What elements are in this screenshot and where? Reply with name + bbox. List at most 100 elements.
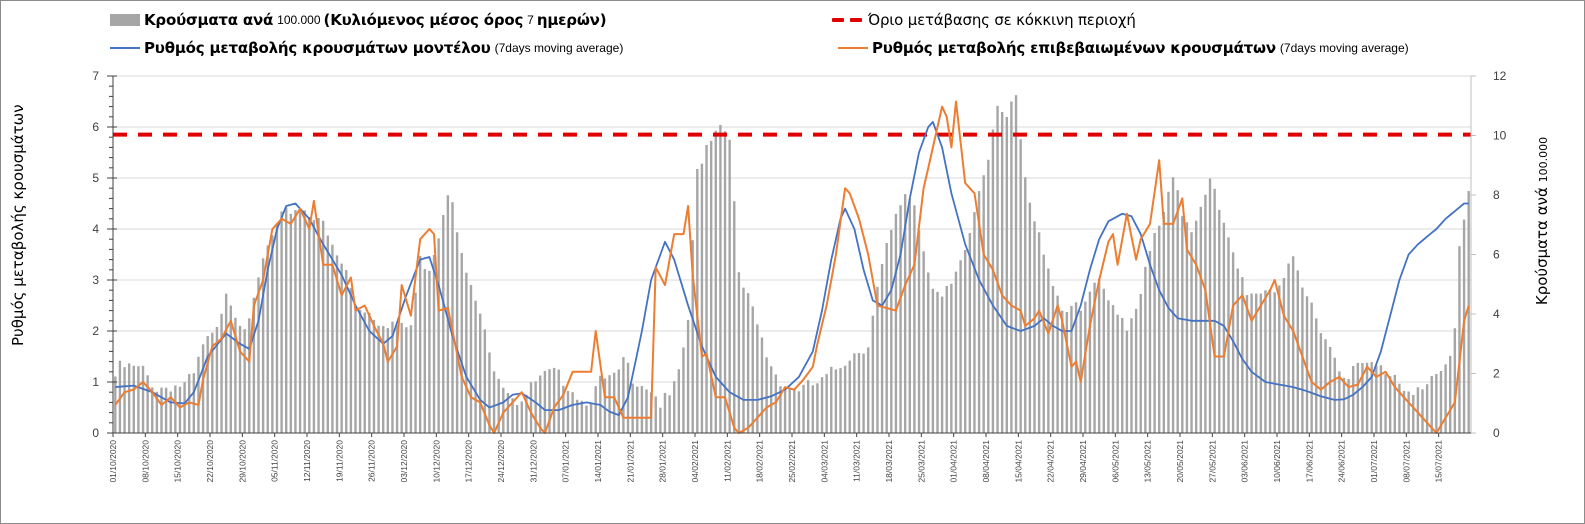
bar — [465, 272, 468, 433]
bar — [1213, 188, 1216, 433]
x-tick-label: 25/02/2021 — [787, 440, 797, 483]
bar — [289, 213, 293, 433]
bar — [492, 371, 496, 433]
bar — [1342, 377, 1346, 433]
bar — [1421, 389, 1424, 433]
bar — [571, 392, 574, 433]
bar — [922, 251, 925, 433]
x-tick-label: 13/05/2021 — [1143, 440, 1153, 483]
bar — [382, 326, 385, 433]
x-tick-label: 14/01/2021 — [593, 440, 603, 483]
bar — [1024, 177, 1027, 433]
x-tick-label: 21/01/2021 — [625, 440, 635, 483]
x-tick-label: 22/04/2021 — [1046, 440, 1056, 483]
bar — [155, 391, 159, 433]
x-tick-label: 22/10/2020 — [205, 440, 215, 483]
bar — [770, 366, 773, 433]
x-tick-label: 08/10/2020 — [140, 440, 150, 483]
bar — [220, 313, 223, 433]
bar — [543, 370, 547, 433]
bar — [668, 395, 671, 433]
bar — [469, 285, 473, 433]
bar — [853, 353, 856, 433]
bar — [1204, 194, 1207, 433]
bar — [617, 369, 620, 433]
bar — [520, 401, 523, 433]
legend-swatch-confirmed — [838, 47, 868, 49]
bar — [1328, 346, 1332, 433]
x-tick-label: 11/02/2021 — [722, 440, 732, 482]
bar — [1398, 383, 1401, 433]
bar — [1111, 305, 1115, 433]
bar — [252, 297, 256, 433]
bar — [308, 216, 311, 433]
bar — [446, 195, 450, 433]
bar — [285, 207, 288, 433]
x-tick-label: 26/11/2020 — [367, 440, 377, 482]
x-tick-label: 10/06/2021 — [1272, 440, 1282, 483]
x-tick-label: 27/05/2021 — [1207, 440, 1217, 483]
bar — [1439, 370, 1443, 433]
bar — [1370, 362, 1373, 433]
bar — [552, 367, 556, 433]
bar — [298, 209, 302, 433]
bar — [885, 242, 888, 433]
bar — [890, 229, 893, 433]
bar — [340, 263, 343, 433]
legend-label-model: Ρυθμός μεταβολής κρουσμάτων μοντέλου — [144, 39, 491, 57]
x-tick-label: 25/03/2021 — [916, 440, 926, 483]
bar — [1407, 391, 1410, 433]
bar — [1388, 376, 1392, 433]
bar — [1435, 374, 1438, 433]
bar — [1088, 291, 1092, 433]
bar — [566, 390, 570, 433]
bar — [123, 367, 126, 433]
bar — [1356, 362, 1360, 433]
bar — [280, 211, 283, 433]
bar-series — [114, 95, 1470, 434]
y-tick-label-left: 0 — [92, 426, 99, 440]
bar — [1282, 277, 1286, 433]
x-tick-label: 19/11/2020 — [334, 440, 344, 482]
bar — [224, 293, 228, 433]
bar — [248, 318, 251, 433]
gridlines — [113, 75, 1471, 383]
bar — [479, 313, 482, 433]
x-tick-label: 17/06/2021 — [1304, 440, 1314, 483]
bar — [700, 163, 704, 433]
bar — [1222, 222, 1226, 433]
bar — [1176, 190, 1179, 433]
bar — [1278, 285, 1281, 433]
y-tick-label-right: 0 — [1493, 426, 1500, 440]
legend-label-confirmed-small: (7days moving average) — [1279, 41, 1409, 55]
bar — [816, 383, 819, 433]
bar — [871, 315, 875, 433]
bar — [1033, 221, 1036, 433]
bar — [174, 385, 177, 433]
bar — [737, 272, 741, 433]
bar — [363, 312, 366, 433]
bar — [894, 213, 898, 433]
bar — [1097, 278, 1101, 433]
bar — [857, 353, 861, 433]
y-tick-label-left: 6 — [92, 120, 99, 134]
bar — [991, 129, 995, 433]
line-series — [113, 100, 1471, 434]
y-tick-label-left: 4 — [92, 222, 99, 236]
bar — [1375, 365, 1378, 433]
legend-label-threshold: Όριο μετάβασης σε κόκκινη περιοχή — [868, 11, 1136, 29]
bar — [1019, 139, 1022, 434]
bar — [1158, 225, 1161, 433]
bar — [146, 375, 149, 433]
bar — [1444, 364, 1447, 433]
bar — [913, 205, 916, 433]
bar — [1130, 318, 1133, 433]
bar — [1338, 371, 1341, 433]
bar — [1070, 305, 1073, 433]
bar — [940, 296, 944, 433]
bar — [1121, 317, 1124, 433]
bar — [839, 368, 842, 433]
bar — [1453, 328, 1457, 433]
y-tick-label-right: 12 — [1493, 69, 1507, 83]
bar — [1056, 295, 1059, 433]
